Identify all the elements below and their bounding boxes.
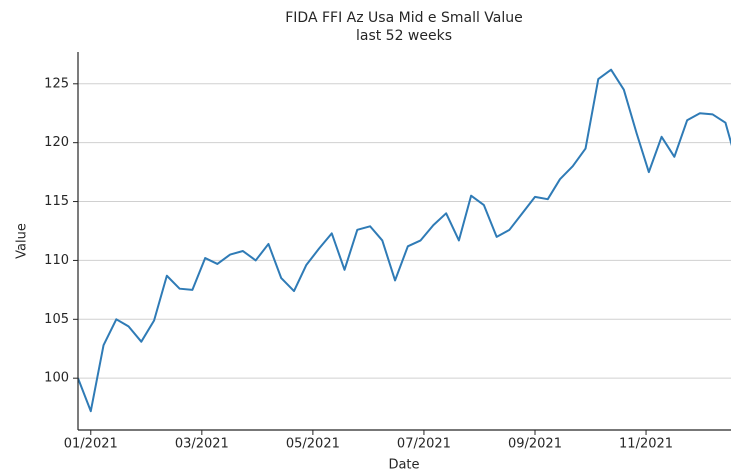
x-tick-label: 03/2021 [175, 437, 229, 452]
x-tick-label: 11/2021 [619, 437, 673, 452]
y-tick-label: 100 [44, 371, 69, 386]
y-tick-label: 125 [44, 76, 69, 91]
x-axis-label: Date [388, 458, 419, 473]
chart-title: FIDA FFI Az Usa Mid e Small Value [285, 10, 523, 26]
y-axis-label: Value [15, 223, 30, 259]
x-tick-label: 05/2021 [286, 437, 340, 452]
y-tick-label: 105 [44, 312, 69, 327]
y-tick-label: 120 [44, 135, 69, 150]
grid [78, 83, 731, 379]
y-tick-label: 110 [44, 253, 69, 268]
chart-subtitle: last 52 weeks [356, 28, 452, 44]
x-tick-label: 01/2021 [64, 437, 118, 452]
plot-area [78, 68, 731, 413]
y-tick-label: 115 [44, 194, 69, 209]
line-series [78, 68, 731, 413]
x-tick-label: 07/2021 [397, 437, 451, 452]
x-tick-label: 09/2021 [508, 437, 562, 452]
